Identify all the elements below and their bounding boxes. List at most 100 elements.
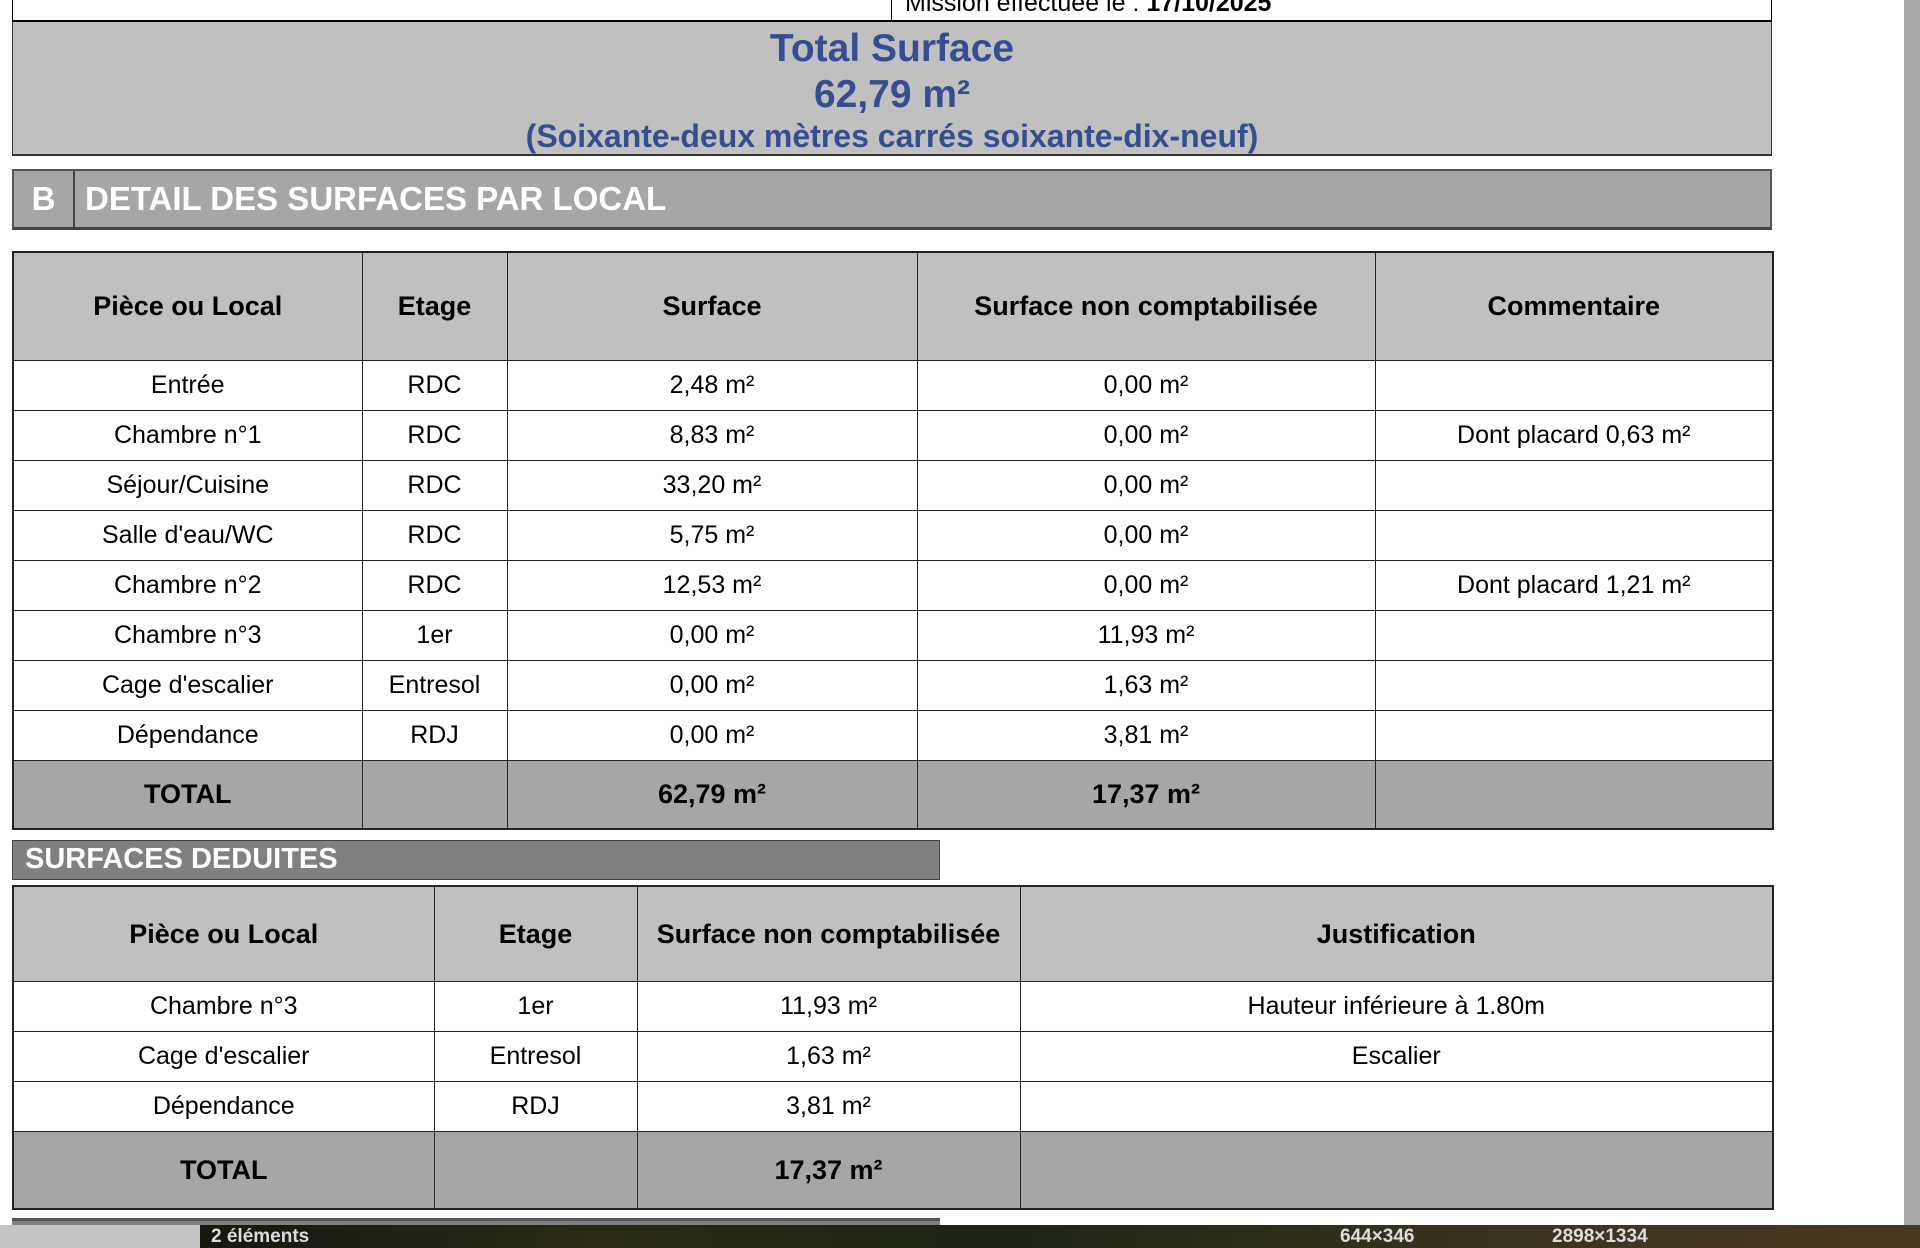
table-cell: Dépendance — [12, 1081, 435, 1132]
table-cell: RDC — [361, 510, 508, 561]
table-cell — [1374, 660, 1774, 711]
column-header: Pièce ou Local — [12, 885, 435, 982]
section-b-header: B DETAIL DES SURFACES PAR LOCAL — [12, 169, 1772, 230]
column-header: Surface non comptabilisée — [916, 251, 1376, 361]
table-cell: Séjour/Cuisine — [12, 460, 363, 511]
table-cell — [1374, 760, 1774, 830]
table-row: Chambre n°3 1er 0,00 m² 11,93 m² — [12, 610, 1774, 661]
table-cell: Cage d'escalier — [12, 1031, 435, 1082]
table-cell: Cage d'escalier — [12, 660, 363, 711]
table-cell: 0,00 m² — [506, 660, 918, 711]
total-surface-value: 62,79 m² — [813, 73, 971, 116]
column-header: Justification — [1019, 885, 1774, 982]
table-cell: RDC — [361, 410, 508, 461]
scrollbar[interactable] — [1904, 0, 1920, 1225]
table-cell: RDJ — [433, 1081, 638, 1132]
table-cell — [1374, 510, 1774, 561]
table-cell — [1019, 1131, 1774, 1210]
table-cell: Dont placard 1,21 m² — [1374, 560, 1774, 611]
table-row: Chambre n°1 RDC 8,83 m² 0,00 m² Dont placard… — [12, 410, 1774, 461]
table-header-row: Pièce ou Local Etage Surface non comptabil… — [12, 885, 1774, 982]
table-cell: 1er — [433, 981, 638, 1032]
total-surface-box: Total Surface 62,79 m² (Soixante-deux mè… — [12, 20, 1772, 156]
total-row: TOTAL 17,37 m² — [12, 1131, 1774, 1210]
table-cell: 17,37 m² — [636, 1131, 1021, 1210]
table-row: Chambre n°3 1er 11,93 m² Hauteur inférieure… — [12, 981, 1774, 1032]
table-cell: RDC — [361, 560, 508, 611]
table-cell: 0,00 m² — [916, 410, 1376, 461]
table-cell: Chambre n°1 — [12, 410, 363, 461]
selection-size: 644×346 — [1340, 1226, 1415, 1247]
table-cell: Dont placard 0,63 m² — [1374, 410, 1774, 461]
table-cell: 17,37 m² — [916, 760, 1376, 830]
table-cell: 5,75 m² — [506, 510, 918, 561]
table-cell: RDC — [361, 460, 508, 511]
column-header: Surface non comptabilisée — [636, 885, 1021, 982]
table-cell: 0,00 m² — [916, 560, 1376, 611]
table-cell — [1019, 1081, 1774, 1132]
surfaces-deduites-header: SURFACES DEDUITES — [12, 840, 940, 880]
table-cell: Dépendance — [12, 710, 363, 761]
table-cell: TOTAL — [12, 1131, 435, 1210]
total-surface-words: (Soixante-deux mètres carrés soixante-di… — [525, 118, 1259, 154]
table-cell: 1,63 m² — [636, 1031, 1021, 1082]
table-cell: 3,81 m² — [636, 1081, 1021, 1132]
table-cell: 1er — [361, 610, 508, 661]
table-cell: 0,00 m² — [916, 460, 1376, 511]
table-cell: 0,00 m² — [506, 710, 918, 761]
table-cell: 11,93 m² — [636, 981, 1021, 1032]
table-cell: RDC — [361, 360, 508, 411]
table-row: Chambre n°2 RDC 12,53 m² 0,00 m² Dont placar… — [12, 560, 1774, 611]
table-cell: Entresol — [361, 660, 508, 711]
mission-label: Mission effectuée le : — [905, 0, 1140, 17]
mission-date: 17/10/2025 — [1146, 0, 1272, 17]
table-cell: 11,93 m² — [916, 610, 1376, 661]
section-letter: B — [14, 171, 75, 227]
table-cell — [1374, 710, 1774, 761]
column-header: Commentaire — [1374, 251, 1774, 361]
table-row: Salle d'eau/WC RDC 5,75 m² 0,00 m² — [12, 510, 1774, 561]
section-title: DETAIL DES SURFACES PAR LOCAL — [85, 180, 667, 217]
table-cell: 1,63 m² — [916, 660, 1376, 711]
table-row: Entrée RDC 2,48 m² 0,00 m² — [12, 360, 1774, 411]
total-row: TOTAL 62,79 m² 17,37 m² — [12, 760, 1774, 830]
column-header: Etage — [361, 251, 508, 361]
table-cell: RDJ — [361, 710, 508, 761]
table-cell: Salle d'eau/WC — [12, 510, 363, 561]
total-surface-title: Total Surface — [769, 27, 1015, 70]
column-header: Pièce ou Local — [12, 251, 363, 361]
status-bar: 2 éléments 644×346 2898×1334 — [0, 1225, 1920, 1248]
table-cell: 12,53 m² — [506, 560, 918, 611]
table-cell — [1374, 460, 1774, 511]
table-row: Séjour/Cuisine RDC 33,20 m² 0,00 m² — [12, 460, 1774, 511]
table-cell: Escalier — [1019, 1031, 1774, 1082]
table-cell: 62,79 m² — [506, 760, 918, 830]
table-cell: 8,83 m² — [506, 410, 918, 461]
table-cell — [1374, 360, 1774, 411]
cell-divider — [891, 0, 892, 20]
table-cell: 0,00 m² — [916, 360, 1376, 411]
table-header-row: Pièce ou Local Etage Surface Surface non co… — [12, 251, 1774, 361]
surfaces-deduites-table: Pièce ou Local Etage Surface non comptabil… — [12, 885, 1774, 1210]
mission-cell — [12, 0, 1772, 21]
table-cell — [433, 1131, 638, 1210]
table-cell: Entresol — [433, 1031, 638, 1082]
items-count: 2 éléments — [211, 1226, 310, 1247]
table-row: Cage d'escalier Entresol 1,63 m² Escalier — [12, 1031, 1774, 1082]
mission-date-line: Mission effectuée le : 17/10/2025 — [905, 0, 1271, 16]
table-cell — [1374, 610, 1774, 661]
table-cell: 33,20 m² — [506, 460, 918, 511]
table-cell: 3,81 m² — [916, 710, 1376, 761]
detail-surfaces-table: Pièce ou Local Etage Surface Surface non co… — [12, 251, 1774, 830]
column-header: Etage — [433, 885, 638, 982]
column-header: Surface — [506, 251, 918, 361]
table-cell: 0,00 m² — [916, 510, 1376, 561]
table-cell — [361, 760, 508, 830]
table-cell: 2,48 m² — [506, 360, 918, 411]
table-cell: Hauteur inférieure à 1.80m — [1019, 981, 1774, 1032]
table-row: Dépendance RDJ 3,81 m² — [12, 1081, 1774, 1132]
table-cell: 0,00 m² — [506, 610, 918, 661]
table-cell: Chambre n°2 — [12, 560, 363, 611]
table-row: Dépendance RDJ 0,00 m² 3,81 m² — [12, 710, 1774, 761]
next-section-bar — [12, 1218, 940, 1226]
